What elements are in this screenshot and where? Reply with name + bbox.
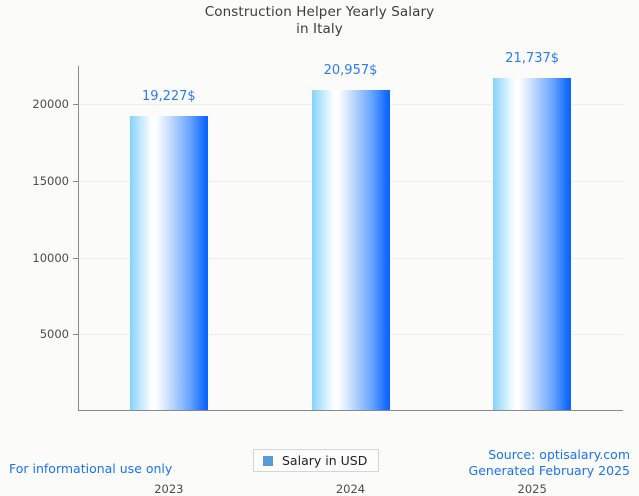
x-axis-tick-label-2023: 2023 (154, 482, 184, 496)
bar-value-label: 19,227$ (141, 89, 196, 105)
y-axis-tick-mark (73, 334, 78, 336)
chart-container: Construction Helper Yearly Salary in Ita… (0, 4, 639, 496)
source-text: Source: optisalary.com (488, 447, 630, 462)
chart-legend[interactable]: Salary in USD (253, 449, 380, 472)
bar-value-label: 20,957$ (323, 62, 378, 78)
y-axis-tick-label: 5000 (39, 327, 69, 342)
y-axis-tick-label: 20000 (32, 97, 69, 112)
bar-2025[interactable] (493, 77, 572, 411)
y-axis-tick-label: 10000 (32, 250, 69, 265)
bar-2023[interactable] (129, 116, 208, 411)
chart-title: Construction Helper Yearly Salary in Ita… (0, 4, 639, 38)
legend-item-label: Salary in USD (282, 453, 368, 468)
x-axis-line (78, 410, 623, 411)
disclaimer-text: For informational use only (9, 461, 173, 476)
legend-swatch-icon (263, 455, 273, 466)
chart-title-line-2: in Italy (296, 21, 343, 37)
y-axis-tick-mark (73, 181, 78, 182)
generated-text: Generated February 2025 (468, 463, 630, 478)
bar-value-label: 21,737$ (505, 50, 560, 66)
y-axis-tick-mark (73, 104, 78, 106)
footer-source-block: Source: optisalary.com Generated Februar… (469, 447, 630, 479)
y-axis-tick-mark (73, 257, 78, 259)
y-axis-line (78, 66, 79, 411)
x-axis-tick-label-2025: 2025 (517, 482, 547, 496)
chart-title-line-1: Construction Helper Yearly Salary (204, 4, 435, 20)
x-axis-tick-label-2024: 2024 (335, 482, 366, 496)
plot-area: 5000 10000 15000 20000 19,227$ 2023 20,957$ 202… (32, 51, 623, 496)
bar-2024[interactable] (311, 89, 390, 411)
y-axis-tick-label: 15000 (32, 174, 69, 188)
